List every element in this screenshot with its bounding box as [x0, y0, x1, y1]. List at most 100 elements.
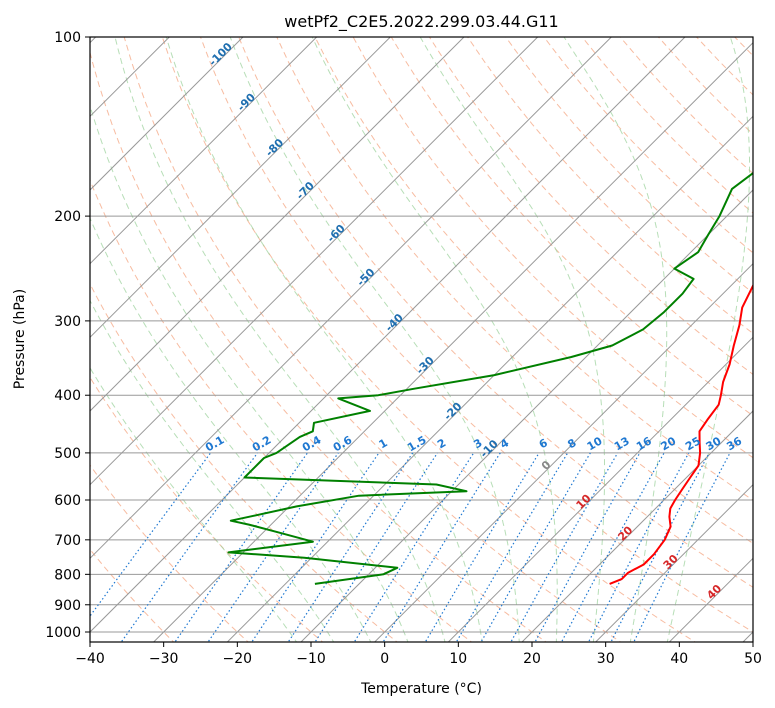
- mixing-ratio-line: [251, 452, 380, 642]
- x-tick-label: −30: [149, 651, 179, 667]
- isotherm-label: -50: [354, 266, 377, 289]
- y-tick-label: 700: [54, 533, 81, 549]
- moist-adiabat: [90, 299, 335, 642]
- y-tick-label: 100: [54, 30, 81, 46]
- dry-adiabat: [238, 37, 753, 588]
- y-tick-label: 900: [54, 598, 81, 614]
- moist-adiabat: [165, 37, 483, 642]
- x-tick-label: 50: [744, 651, 762, 667]
- y-tick-label: 600: [54, 493, 81, 509]
- pressure-gridlines: [90, 37, 753, 633]
- mixing-ratio-label: 30: [704, 434, 724, 453]
- profile-series: [227, 171, 753, 585]
- moist-adiabat: [311, 37, 558, 642]
- y-tick-label: 1000: [45, 625, 81, 641]
- x-tick-label: 20: [523, 651, 541, 667]
- dry-adiabat: [90, 464, 249, 642]
- dry-adiabat: [200, 37, 753, 633]
- isotherm-label: 30: [661, 552, 681, 572]
- isotherm-gridline: [90, 37, 539, 486]
- dry-adiabat: [352, 37, 753, 459]
- isotherm-gridline: [300, 189, 753, 642]
- isotherm-label: -90: [235, 90, 258, 113]
- dry-adiabat: [90, 282, 398, 642]
- mixing-ratio-line: [534, 452, 641, 642]
- mixing-ratio-line: [353, 452, 475, 642]
- y-tick-label: 400: [54, 388, 81, 404]
- moist-adiabat: [114, 37, 446, 642]
- y-tick-label: 800: [54, 567, 81, 583]
- mixing-ratio-label: 2: [435, 436, 448, 451]
- mixing-ratio-line: [424, 452, 540, 642]
- mixing-ratio-label: 20: [658, 434, 678, 453]
- isotherm-gridline: [90, 37, 244, 191]
- isotherm-label: -20: [441, 400, 464, 423]
- mixing-ratio-label: 1.5: [405, 433, 428, 454]
- x-tick-label: −10: [296, 651, 326, 667]
- isotherm-gridlines: [90, 37, 753, 642]
- isotherm-gridline: [373, 262, 753, 642]
- isotherm-label: -30: [414, 354, 437, 377]
- dewpoint-line: [227, 171, 753, 585]
- mixing-ratio-label: 0.1: [203, 433, 226, 454]
- isotherm-gridline: [90, 37, 391, 339]
- isotherm-gridline: [90, 37, 612, 560]
- isotherm-gridline: [90, 37, 465, 412]
- dry-adiabat: [390, 37, 753, 417]
- isotherm-gridline: [668, 557, 753, 642]
- mixing-ratio-line: [560, 452, 665, 642]
- mixing-ratio-line: [633, 452, 731, 642]
- y-tick-label: 500: [54, 446, 81, 462]
- moist-adiabat: [90, 216, 372, 642]
- isotherm-gridline: [742, 631, 753, 642]
- isotherm-label: -70: [294, 179, 317, 202]
- dry-adiabat: [161, 37, 696, 642]
- isotherm-gridline: [226, 115, 753, 642]
- chart-title: wetPf2_C2E5.2022.299.03.44.G11: [284, 12, 558, 32]
- x-tick-label: 30: [597, 651, 615, 667]
- isotherm-label: 20: [615, 523, 635, 543]
- mixing-ratio-line: [120, 452, 258, 642]
- moist-adiabat: [666, 37, 750, 642]
- isotherm-label: -40: [383, 311, 406, 334]
- x-tick-label: −40: [75, 651, 105, 667]
- dry-adiabat: [276, 37, 753, 544]
- mixing-ratio-line: [455, 452, 569, 642]
- isotherm-gridline: [90, 37, 686, 633]
- x-tick-label: 40: [670, 651, 688, 667]
- mixing-ratio-label: 16: [634, 434, 654, 453]
- y-axis-ticks: 100 200 300 400 500 600 700 800 900 1000: [45, 30, 90, 641]
- dry-adiabat: [543, 37, 753, 254]
- mixing-ratio-line: [90, 452, 212, 618]
- dry-adiabat: [314, 37, 753, 501]
- isotherm-gridline: [521, 410, 753, 642]
- mixing-ratio-label: 4: [498, 436, 511, 451]
- mixing-ratio-label: 0.6: [331, 433, 355, 454]
- mixing-ratio-label: 1: [377, 436, 390, 451]
- dry-adiabat: [90, 376, 324, 642]
- moist-adiabat: [419, 37, 606, 642]
- mixing-ratio-label: 10: [585, 434, 605, 453]
- mixing-ratio-label: 13: [612, 434, 632, 453]
- mixing-ratio-line: [174, 452, 308, 642]
- mixing-ratio-line: [207, 452, 339, 642]
- moist-adiabat: [229, 37, 520, 642]
- isotherm-gridline: [594, 483, 753, 642]
- y-axis-label: Pressure (hPa): [12, 289, 28, 389]
- plot-frame: [89, 36, 754, 643]
- isotherm-gridline: [90, 37, 318, 265]
- mixing-ratio-label: 0.2: [250, 433, 273, 454]
- isotherm-label: 10: [574, 492, 594, 512]
- isotherm-label: 40: [704, 582, 724, 602]
- x-axis-ticks: −40 −30 −20 −10 0 10 20 30 40 50: [75, 642, 762, 667]
- isotherm-label: -80: [263, 136, 286, 159]
- moist-adiabats: [90, 37, 750, 642]
- y-tick-label: 300: [54, 314, 81, 330]
- dry-adiabat: [90, 50, 547, 642]
- mixing-ratio-line: [287, 452, 414, 642]
- moist-adiabat: [563, 37, 668, 642]
- moist-adiabat: [90, 104, 409, 642]
- mixing-ratio-line: [587, 452, 690, 642]
- temperature-line: [609, 283, 753, 585]
